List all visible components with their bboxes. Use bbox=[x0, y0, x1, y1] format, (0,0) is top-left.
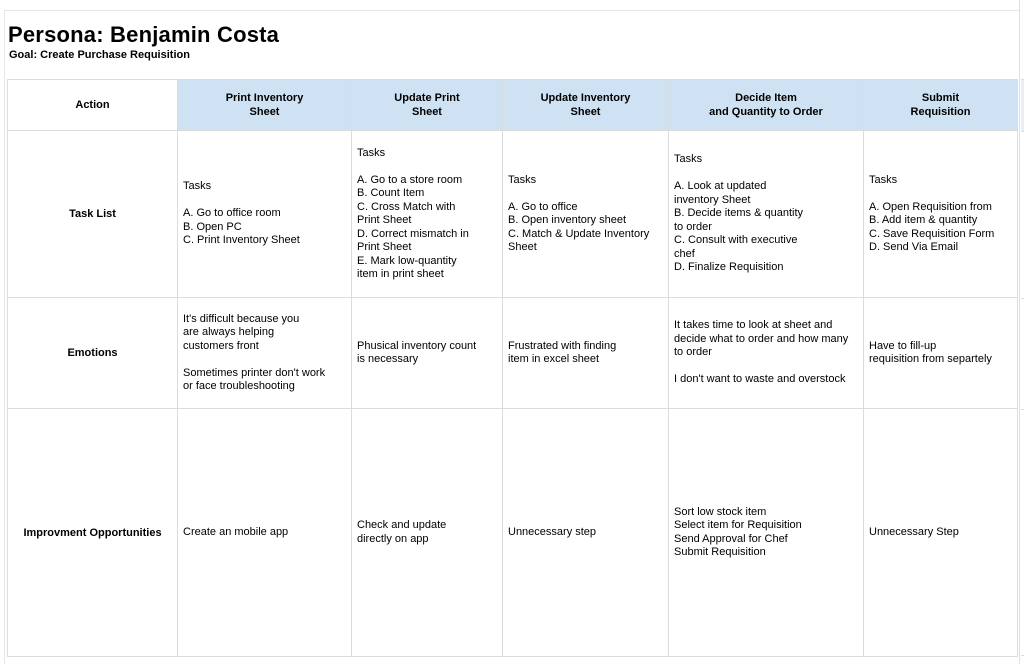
column-header-action[interactable]: Action bbox=[7, 79, 178, 131]
page-top-border bbox=[4, 10, 1020, 11]
page-title: Persona: Benjamin Costa bbox=[8, 22, 280, 47]
table-row-emotions: Emotions It's difficult because you are … bbox=[7, 297, 1018, 409]
cell-task-list-update-print-sheet[interactable]: Tasks A. Go to a store room B. Count Ite… bbox=[351, 130, 503, 298]
cell-task-list-submit-requisition[interactable]: Tasks A. Open Requisition from B. Add it… bbox=[863, 130, 1018, 298]
cell-emotions-decide-item-quantity[interactable]: It takes time to look at sheet and decid… bbox=[668, 297, 864, 409]
page-subtitle: Goal: Create Purchase Requisition bbox=[9, 49, 190, 61]
next-page-row-line bbox=[1021, 131, 1024, 132]
row-label-emotions[interactable]: Emotions bbox=[7, 297, 178, 409]
cell-emotions-print-inventory-sheet[interactable]: It's difficult because you are always he… bbox=[177, 297, 352, 409]
column-header-submit-requisition[interactable]: Submit Requisition bbox=[863, 79, 1018, 131]
column-header-update-print-sheet[interactable]: Update Print Sheet bbox=[351, 79, 503, 131]
column-header-decide-item-quantity[interactable]: Decide Item and Quantity to Order bbox=[668, 79, 864, 131]
cell-task-list-decide-item-quantity[interactable]: Tasks A. Look at updated inventory Sheet… bbox=[668, 130, 864, 298]
cell-improvement-decide-item-quantity[interactable]: Sort low stock item Select item for Requ… bbox=[668, 408, 864, 657]
table-header-row: Action Print Inventory Sheet Update Prin… bbox=[7, 79, 1018, 131]
cell-emotions-update-inventory-sheet[interactable]: Frustrated with finding item in excel sh… bbox=[502, 297, 669, 409]
page-break-line bbox=[1019, 0, 1020, 664]
table-row-task-list: Task List Tasks A. Go to office room B. … bbox=[7, 130, 1018, 298]
cell-improvement-submit-requisition[interactable]: Unnecessary Step bbox=[863, 408, 1018, 657]
row-label-improvement-opportunities[interactable]: Improvment Opportunities bbox=[7, 408, 178, 657]
column-header-print-inventory-sheet[interactable]: Print Inventory Sheet bbox=[177, 79, 352, 131]
cell-task-list-update-inventory-sheet[interactable]: Tasks A. Go to office B. Open inventory … bbox=[502, 130, 669, 298]
row-label-task-list[interactable]: Task List bbox=[7, 130, 178, 298]
page-left-border bbox=[4, 10, 5, 664]
cell-improvement-update-inventory-sheet[interactable]: Unnecessary step bbox=[502, 408, 669, 657]
next-page-header-tint bbox=[1021, 80, 1024, 131]
cell-task-list-print-inventory-sheet[interactable]: Tasks A. Go to office room B. Open PC C.… bbox=[177, 130, 352, 298]
column-header-update-inventory-sheet[interactable]: Update Inventory Sheet bbox=[502, 79, 669, 131]
table-row-improvement-opportunities: Improvment Opportunities Create an mobil… bbox=[7, 408, 1018, 657]
journey-map-table: Action Print Inventory Sheet Update Prin… bbox=[7, 79, 1018, 657]
cell-improvement-print-inventory-sheet[interactable]: Create an mobile app bbox=[177, 408, 352, 657]
next-page-row-line bbox=[1021, 298, 1024, 299]
next-page-row-line bbox=[1021, 409, 1024, 410]
next-page-table-edge bbox=[1021, 79, 1024, 656]
cell-emotions-update-print-sheet[interactable]: Phusical inventory count is necessary bbox=[351, 297, 503, 409]
cell-emotions-submit-requisition[interactable]: Have to fill-up requisition from separte… bbox=[863, 297, 1018, 409]
cell-improvement-update-print-sheet[interactable]: Check and update directly on app bbox=[351, 408, 503, 657]
